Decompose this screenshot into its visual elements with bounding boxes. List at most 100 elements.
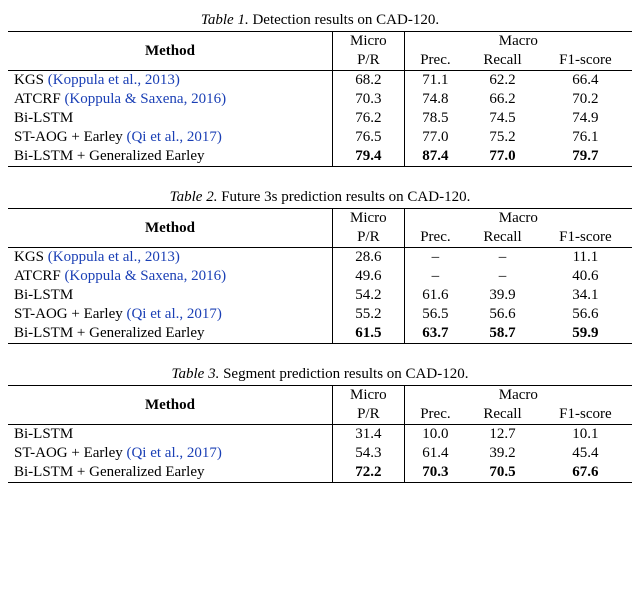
recall-cell: 39.2 [466, 444, 539, 463]
recall-cell: 75.2 [466, 128, 539, 147]
prec-cell: 56.5 [404, 305, 466, 324]
th-method: Method [8, 32, 332, 71]
table-caption: Table 2. Future 3s prediction results on… [8, 189, 632, 206]
th-method: Method [8, 386, 332, 425]
micro-cell: 28.6 [332, 248, 404, 268]
table-2: Table 2. Future 3s prediction results on… [8, 189, 632, 344]
recall-cell: 74.5 [466, 109, 539, 128]
micro-cell: 72.2 [332, 463, 404, 482]
method-cell: Bi-LSTM [8, 286, 332, 305]
table-body: KGS (Koppula et al., 2013) 28.6 – – 11.1… [8, 248, 632, 344]
tables-root: Table 1. Detection results on CAD-120. M… [8, 12, 632, 483]
prec-cell: 61.4 [404, 444, 466, 463]
recall-cell: – [466, 248, 539, 268]
results-table: Method Micro Macro P/R Prec. Recall F1-s… [8, 385, 632, 482]
table-bottom-rule [8, 482, 632, 483]
prec-cell: 10.0 [404, 425, 466, 445]
f1-cell: 34.1 [539, 286, 632, 305]
table-row: KGS (Koppula et al., 2013) 68.2 71.1 62.… [8, 71, 632, 91]
method-cell: Bi-LSTM [8, 109, 332, 128]
th-method: Method [8, 209, 332, 248]
table-row: Bi-LSTM + Generalized Earley 72.2 70.3 7… [8, 463, 632, 482]
method-cell: Bi-LSTM + Generalized Earley [8, 324, 332, 343]
method-cell: Bi-LSTM + Generalized Earley [8, 463, 332, 482]
f1-cell: 70.2 [539, 90, 632, 109]
method-cell: ST-AOG + Earley (Qi et al., 2017) [8, 305, 332, 324]
micro-cell: 76.2 [332, 109, 404, 128]
f1-cell: 10.1 [539, 425, 632, 445]
micro-cell: 55.2 [332, 305, 404, 324]
recall-cell: 58.7 [466, 324, 539, 343]
results-table: Method Micro Macro P/R Prec. Recall F1-s… [8, 31, 632, 166]
th-macro: Macro [404, 386, 632, 406]
micro-cell: 76.5 [332, 128, 404, 147]
recall-cell: 56.6 [466, 305, 539, 324]
f1-cell: 56.6 [539, 305, 632, 324]
method-cell: KGS (Koppula et al., 2013) [8, 71, 332, 91]
table-3: Table 3. Segment prediction results on C… [8, 366, 632, 483]
table-row: Bi-LSTM 31.4 10.0 12.7 10.1 [8, 425, 632, 445]
micro-cell: 54.2 [332, 286, 404, 305]
f1-cell: 40.6 [539, 267, 632, 286]
prec-cell: 61.6 [404, 286, 466, 305]
th-prec: Prec. [404, 51, 466, 71]
th-prec: Prec. [404, 228, 466, 248]
prec-cell: 77.0 [404, 128, 466, 147]
method-cell: ST-AOG + Earley (Qi et al., 2017) [8, 444, 332, 463]
recall-cell: 66.2 [466, 90, 539, 109]
recall-cell: 70.5 [466, 463, 539, 482]
f1-cell: 79.7 [539, 147, 632, 166]
recall-cell: 12.7 [466, 425, 539, 445]
th-f1: F1-score [539, 405, 632, 425]
prec-cell: 74.8 [404, 90, 466, 109]
th-f1: F1-score [539, 228, 632, 248]
results-table: Method Micro Macro P/R Prec. Recall F1-s… [8, 208, 632, 343]
caption-text: Detection results on CAD-120. [249, 12, 439, 28]
micro-cell: 70.3 [332, 90, 404, 109]
th-macro: Macro [404, 209, 632, 229]
table-bottom-rule [8, 166, 632, 167]
table-row: Bi-LSTM 54.2 61.6 39.9 34.1 [8, 286, 632, 305]
f1-cell: 74.9 [539, 109, 632, 128]
table-head: Method Micro Macro P/R Prec. Recall F1-s… [8, 32, 632, 71]
method-cell: ST-AOG + Earley (Qi et al., 2017) [8, 128, 332, 147]
table-row: ATCRF (Koppula & Saxena, 2016) 49.6 – – … [8, 267, 632, 286]
table-row: ATCRF (Koppula & Saxena, 2016) 70.3 74.8… [8, 90, 632, 109]
table-row: ST-AOG + Earley (Qi et al., 2017) 76.5 7… [8, 128, 632, 147]
prec-cell: – [404, 267, 466, 286]
micro-cell: 54.3 [332, 444, 404, 463]
micro-cell: 31.4 [332, 425, 404, 445]
prec-cell: – [404, 248, 466, 268]
table-row: Bi-LSTM + Generalized Earley 61.5 63.7 5… [8, 324, 632, 343]
caption-lead: Table 2. [170, 189, 218, 205]
micro-cell: 79.4 [332, 147, 404, 166]
f1-cell: 59.9 [539, 324, 632, 343]
th-recall: Recall [466, 228, 539, 248]
th-micro: Micro [332, 32, 404, 52]
table-row: ST-AOG + Earley (Qi et al., 2017) 55.2 5… [8, 305, 632, 324]
method-cell: ATCRF (Koppula & Saxena, 2016) [8, 267, 332, 286]
prec-cell: 63.7 [404, 324, 466, 343]
f1-cell: 67.6 [539, 463, 632, 482]
micro-cell: 61.5 [332, 324, 404, 343]
th-micro: Micro [332, 209, 404, 229]
table-caption: Table 1. Detection results on CAD-120. [8, 12, 632, 29]
table-1: Table 1. Detection results on CAD-120. M… [8, 12, 632, 167]
citation: (Koppula & Saxena, 2016) [64, 91, 226, 107]
th-prec: Prec. [404, 405, 466, 425]
table-caption: Table 3. Segment prediction results on C… [8, 366, 632, 383]
table-row: KGS (Koppula et al., 2013) 28.6 – – 11.1 [8, 248, 632, 268]
table-body: KGS (Koppula et al., 2013) 68.2 71.1 62.… [8, 71, 632, 167]
table-body: Bi-LSTM 31.4 10.0 12.7 10.1 ST-AOG + Ear… [8, 425, 632, 483]
method-cell: Bi-LSTM [8, 425, 332, 445]
f1-cell: 45.4 [539, 444, 632, 463]
th-f1: F1-score [539, 51, 632, 71]
th-micro-sub: P/R [332, 51, 404, 71]
th-recall: Recall [466, 405, 539, 425]
citation: (Qi et al., 2017) [126, 445, 221, 461]
th-macro: Macro [404, 32, 632, 52]
recall-cell: 39.9 [466, 286, 539, 305]
prec-cell: 78.5 [404, 109, 466, 128]
prec-cell: 87.4 [404, 147, 466, 166]
recall-cell: – [466, 267, 539, 286]
